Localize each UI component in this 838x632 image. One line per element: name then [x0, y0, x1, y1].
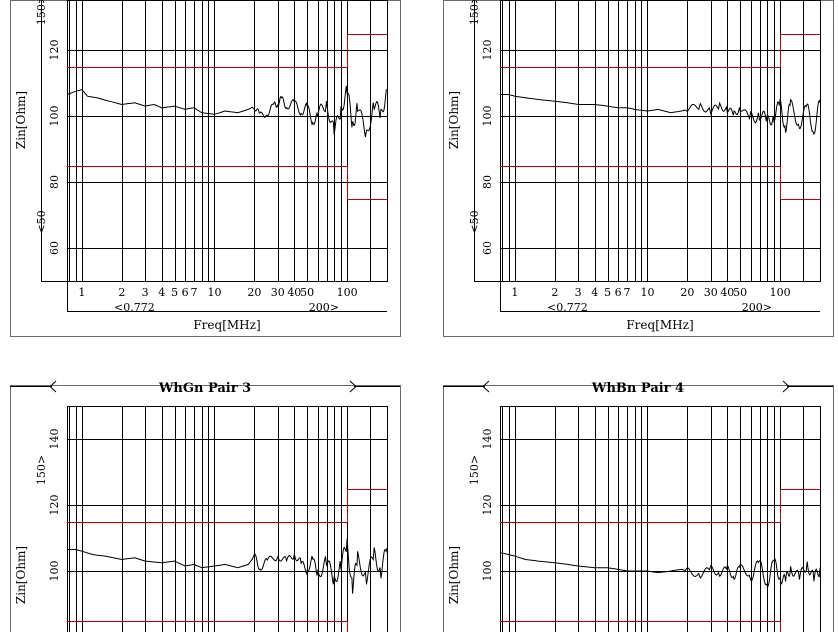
y-axis-label: Zin[Ohm]: [447, 546, 461, 604]
plot-area: [500, 0, 821, 282]
y-tick-label: 120: [481, 40, 494, 61]
x-tick-label: 3: [575, 286, 582, 299]
y-max-range-label: 150>: [35, 455, 48, 485]
y-tick-label: 60: [481, 241, 494, 255]
x-tick-label: 100: [337, 286, 358, 299]
y-axis-label: Zin[Ohm]: [14, 91, 28, 149]
y-tick-label: 120: [481, 495, 494, 516]
x-tick-label: 1: [511, 286, 518, 299]
x-tick-label: 4: [158, 286, 165, 299]
lower-limit-line: [67, 621, 348, 632]
x-tick-label: 7: [190, 286, 197, 299]
title-bracket-right: [349, 380, 400, 393]
plot-area: [67, 406, 388, 632]
x-tick-label: 10: [640, 286, 654, 299]
x-tick-label: 20: [680, 286, 694, 299]
upper-limit-line: [500, 34, 820, 68]
y-min-range-label: <50: [468, 210, 481, 233]
lower-limit-line: [500, 166, 820, 200]
x-min-range-label: <0.772: [114, 301, 155, 314]
x-tick-label: 2: [118, 286, 125, 299]
chart-3: 100 120 140 Zin[Ohm] 150> WhGn Pair 3: [10, 380, 401, 632]
y-tick-label: 60: [48, 241, 61, 255]
x-tick-label: 10: [207, 286, 221, 299]
chart-title: WhBn Pair 4: [591, 381, 684, 396]
series-line: [500, 94, 821, 136]
x-tick-label: 1: [78, 286, 85, 299]
outer-frame: [443, 385, 834, 632]
x-tick-label: 30: [704, 286, 718, 299]
y-min-range-label: <50: [35, 210, 48, 233]
x-tick-label: 100: [770, 286, 791, 299]
x-tick-label: 4: [591, 286, 598, 299]
chart-title: WhGn Pair 3: [158, 381, 251, 396]
x-tick-label: 40: [287, 286, 301, 299]
x-min-range-label: <0.772: [547, 301, 588, 314]
y-tick-label: 100: [481, 561, 494, 582]
plot-area: [500, 406, 821, 632]
x-tick-label: 7: [623, 286, 630, 299]
x-tick-label: 50: [300, 286, 314, 299]
x-tick-label: 5: [171, 286, 178, 299]
x-max-range-label: 200>: [309, 301, 339, 314]
x-axis-label: Freq[MHz]: [193, 318, 260, 332]
x-axis-label: Freq[MHz]: [626, 318, 693, 332]
y-tick-label: 80: [48, 175, 61, 189]
title-bracket-left: [443, 380, 490, 393]
y-tick-label: 100: [48, 561, 61, 582]
series-line: [66, 85, 388, 138]
x-tick-label: 50: [733, 286, 747, 299]
x-tick-label: 6: [615, 286, 622, 299]
y-tick-label: 120: [48, 495, 61, 516]
lower-limit-line: [67, 166, 387, 200]
y-tick-label: 140: [481, 429, 494, 450]
y-max-range-label: 150>: [468, 455, 481, 485]
y-axis-label: Zin[Ohm]: [14, 546, 28, 604]
title-bracket-right: [782, 380, 833, 393]
x-tick-label: 2: [551, 286, 558, 299]
y-tick-label: 100: [481, 106, 494, 127]
x-tick-label: 6: [182, 286, 189, 299]
x-tick-label: 30: [271, 286, 285, 299]
lower-limit-line: [500, 621, 781, 632]
upper-limit-line: [67, 34, 387, 68]
chart-4: 100 120 140 Zin[Ohm] 150> WhBn Pair 4: [443, 380, 834, 632]
series-line: [67, 538, 388, 594]
title-bracket-left: [10, 380, 57, 393]
plot-area: [67, 0, 388, 282]
upper-limit-line: [67, 489, 387, 523]
y-tick-label: 80: [481, 175, 494, 189]
y-tick-label: 100: [48, 106, 61, 127]
x-tick-label: 5: [604, 286, 611, 299]
y-axis-label: Zin[Ohm]: [447, 91, 461, 149]
x-tick-label: 3: [142, 286, 149, 299]
x-max-range-label: 200>: [742, 301, 772, 314]
x-tick-label: 20: [247, 286, 261, 299]
upper-limit-line: [500, 489, 820, 523]
x-tick-label: 40: [720, 286, 734, 299]
y-tick-label: 140: [48, 429, 61, 450]
series-line: [499, 552, 821, 587]
outer-frame: [10, 385, 401, 632]
y-tick-label: 120: [48, 40, 61, 61]
